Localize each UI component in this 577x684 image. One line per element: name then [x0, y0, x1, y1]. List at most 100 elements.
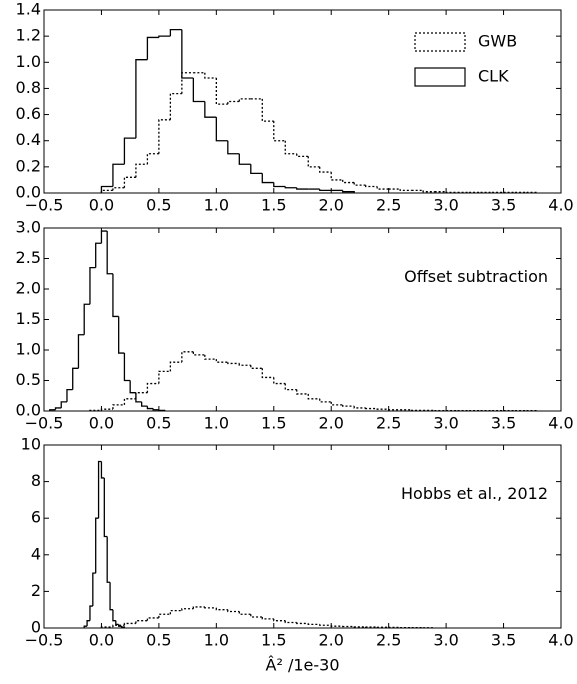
- histogram-step: [77, 334, 85, 369]
- histogram-step: [158, 370, 171, 384]
- annotation: Offset subtraction: [404, 267, 548, 286]
- histogram-step: [100, 461, 105, 479]
- histogram-step: [307, 623, 320, 625]
- histogram-step: [135, 620, 148, 624]
- histogram-step: [141, 401, 148, 407]
- axes-frame: [43, 227, 562, 412]
- histogram-step: [365, 185, 378, 188]
- histogram-step: [112, 187, 125, 191]
- x-tick-label: 1.5: [261, 631, 286, 650]
- histogram-step: [365, 407, 378, 410]
- x-tick-label: 4.0: [548, 196, 573, 215]
- histogram-step: [238, 98, 251, 102]
- histogram-step: [296, 622, 309, 625]
- x-tick-label: 0.5: [146, 414, 171, 433]
- histogram-step: [284, 620, 297, 624]
- histogram-step: [284, 140, 297, 155]
- histogram-step: [135, 392, 142, 403]
- histogram-step: [146, 617, 159, 621]
- histogram-step: [284, 186, 297, 189]
- histogram-step: [100, 185, 113, 193]
- histogram-step: [273, 182, 286, 188]
- histogram-step: [342, 179, 355, 184]
- histogram-step: [422, 190, 435, 193]
- histogram-step: [353, 182, 366, 186]
- y-tick-label: 1.0: [16, 52, 41, 71]
- histogram-step: [158, 613, 171, 618]
- histogram-step: [215, 117, 228, 142]
- histogram-step: [66, 389, 73, 402]
- histogram-step: [227, 362, 240, 365]
- histogram-step: [204, 72, 217, 79]
- histogram-step: [204, 606, 217, 609]
- histogram-step: [106, 231, 113, 275]
- histogram-step: [296, 187, 309, 190]
- histogram-step: [72, 367, 79, 390]
- histogram-step: [204, 101, 217, 118]
- x-tick-label: 3.0: [433, 631, 458, 650]
- x-tick-label: 2.0: [318, 414, 343, 433]
- histogram-step: [192, 606, 205, 609]
- y-tick-label: 1.5: [16, 309, 41, 328]
- y-tick-label: 3.0: [16, 218, 41, 237]
- histogram-step: [60, 401, 67, 408]
- histogram-step: [319, 166, 332, 173]
- x-axis-label: Â² /1e-30: [266, 656, 340, 675]
- histogram-step: [192, 351, 205, 356]
- histogram-step: [250, 164, 263, 175]
- histogram-step: [250, 614, 263, 618]
- histogram-step: [103, 477, 108, 538]
- histogram-step: [238, 153, 251, 165]
- histogram-step: [261, 98, 274, 122]
- histogram-step: [112, 624, 125, 628]
- histogram-step: [152, 408, 159, 411]
- histogram-step: [227, 140, 240, 155]
- histogram-step: [261, 617, 274, 620]
- x-tick-label: 2.5: [376, 414, 401, 433]
- histogram-step: [353, 406, 366, 409]
- histogram-step: [112, 404, 125, 410]
- x-tick-label: 3.5: [491, 196, 516, 215]
- legend-label: CLK: [478, 67, 509, 86]
- histogram-step: [204, 354, 217, 360]
- histogram-step: [123, 353, 131, 382]
- histogram-step: [112, 273, 119, 318]
- y-tick-label: 2.5: [16, 248, 41, 267]
- y-tick-label: 0.2: [16, 156, 41, 175]
- histogram-step: [273, 377, 286, 385]
- histogram-step: [106, 536, 111, 583]
- histogram-step: [54, 407, 62, 410]
- histogram-step: [115, 620, 119, 625]
- y-tick-label: 0.5: [16, 370, 41, 389]
- histogram-step: [307, 156, 320, 168]
- histogram-step: [135, 392, 148, 399]
- histogram-step: [112, 163, 125, 187]
- histogram-step: [169, 609, 182, 615]
- x-tick-label: 0.0: [89, 414, 114, 433]
- histogram-step: [376, 186, 389, 190]
- histogram-step: [296, 389, 309, 395]
- histogram-step: [169, 361, 182, 372]
- histogram-step: [261, 368, 274, 379]
- histogram-step: [181, 608, 194, 611]
- histogram-step: [97, 460, 102, 519]
- histogram-step: [296, 153, 309, 158]
- histogram-step: [158, 119, 171, 154]
- y-tick-label: 0.0: [16, 401, 41, 420]
- y-tick-label: 0.6: [16, 104, 41, 123]
- annotation: Hobbs et al., 2012: [401, 484, 548, 503]
- y-tick-label: 10: [21, 435, 41, 454]
- histogram-step: [118, 316, 125, 354]
- x-tick-label: 2.0: [318, 631, 343, 650]
- y-tick-label: 0.4: [16, 130, 41, 149]
- y-tick-label: 0: [31, 618, 41, 637]
- histogram-step: [146, 36, 159, 60]
- histogram-step: [215, 77, 228, 105]
- x-tick-label: −0.5: [25, 196, 64, 215]
- histogram-step: [123, 176, 136, 188]
- histogram-step: [388, 409, 401, 411]
- histogram-step: [227, 609, 240, 613]
- histogram-step: [238, 611, 251, 615]
- histogram-step: [376, 408, 389, 410]
- histogram-step: [89, 267, 96, 305]
